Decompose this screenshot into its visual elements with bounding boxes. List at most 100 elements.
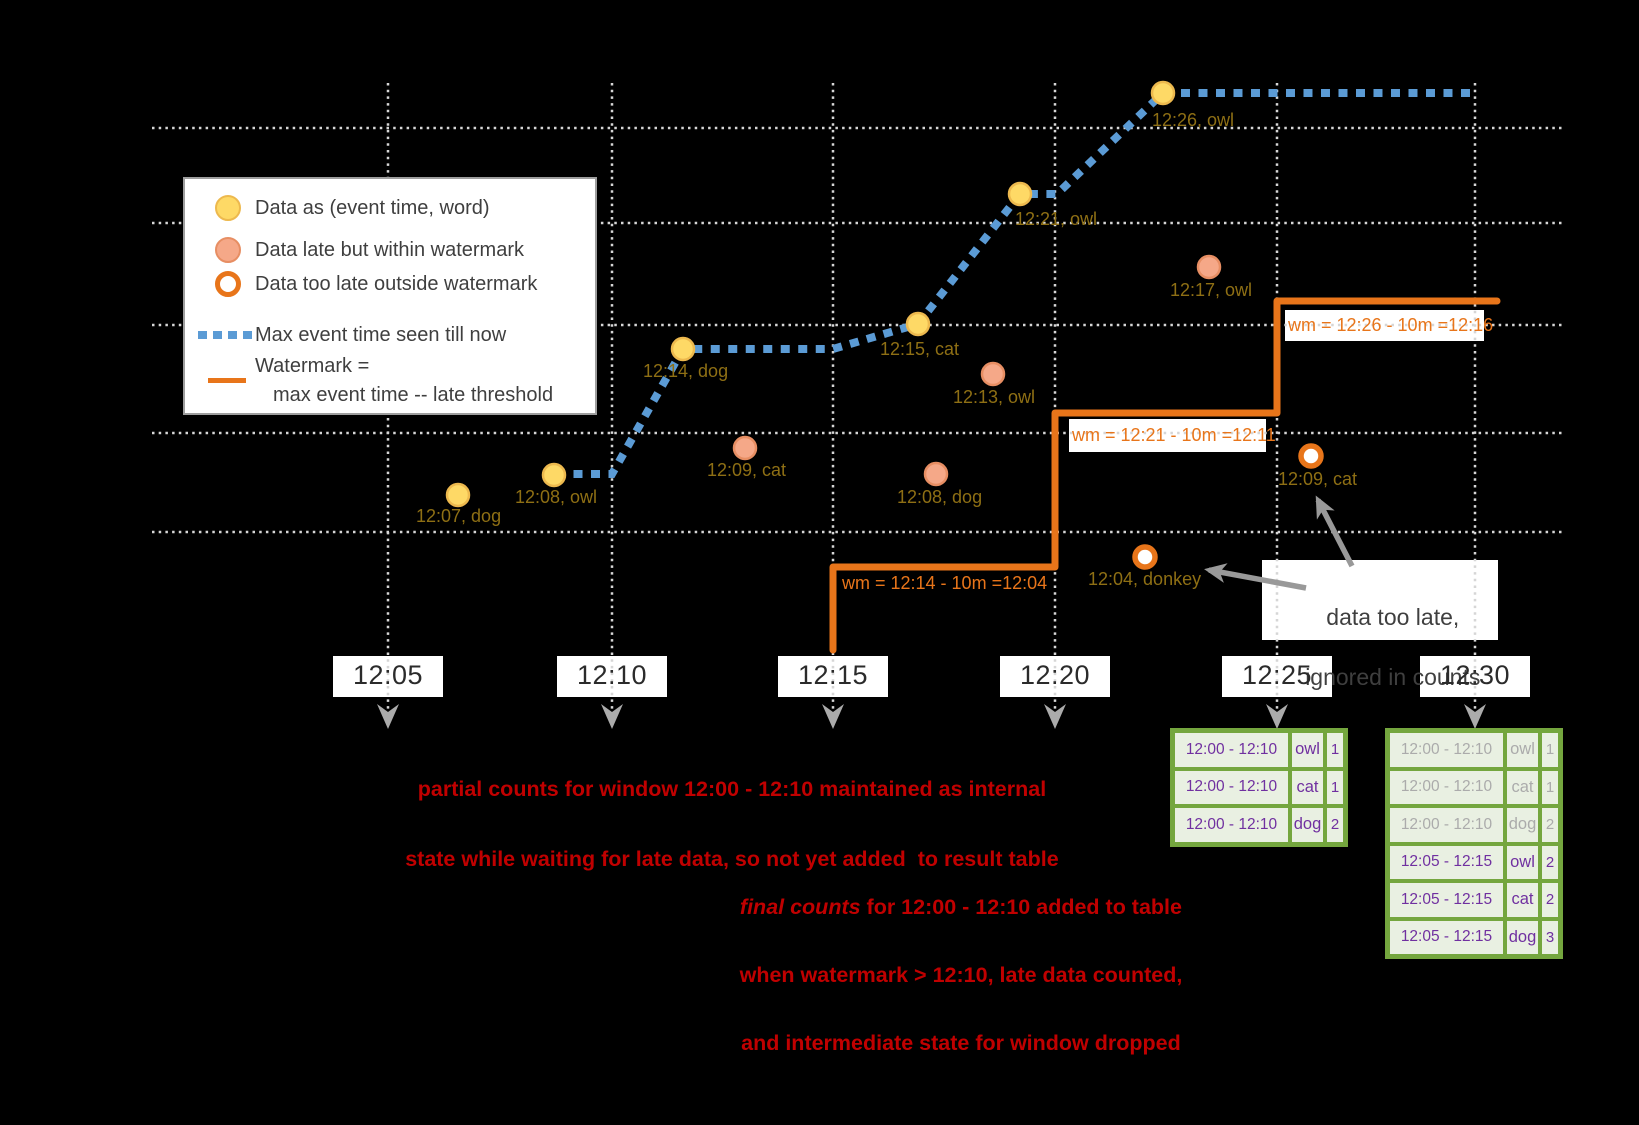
max-event-time-line: [556, 89, 1478, 478]
point-label: 12:08, dog: [897, 487, 983, 507]
watermark-line: [829, 297, 1501, 654]
point-label: 12:14, dog: [643, 361, 729, 381]
partial-counts-line1: partial counts for window 12:00 - 12:10 …: [417, 777, 1047, 801]
too-late-callout-line1: data too late,: [1326, 604, 1460, 630]
result-cell-window: 12:05 - 12:15: [1390, 920, 1503, 954]
point-label: 12:08, owl: [515, 487, 598, 507]
axis-arrow-icon: [1266, 704, 1288, 729]
time-label-box: [333, 656, 443, 697]
axis-arrow-icon: [377, 704, 399, 729]
legend-box: Data as (event time, word) Data late but…: [183, 177, 597, 415]
callout-arrow-icon: [1204, 563, 1307, 591]
time-label: 12:10: [576, 660, 648, 690]
result-cell-count: 1: [1542, 770, 1558, 804]
point-label: 12:17, owl: [1170, 280, 1253, 300]
too-late-callout-box: [1262, 560, 1498, 640]
data-point-ontime: [670, 336, 696, 362]
callout-arrow-icon: [1315, 495, 1355, 568]
data-point-ontime: [1150, 80, 1176, 106]
too-late-callout: data too late, ignored in counts: [1262, 572, 1498, 722]
final-counts-line3: and intermediate state for window droppe…: [741, 1031, 1181, 1055]
time-label-box: [557, 656, 667, 697]
partial-counts-annotation: partial counts for window 12:00 - 12:10 …: [310, 737, 1130, 912]
result-cell-word: owl: [1507, 845, 1538, 879]
result-cell-window: 12:05 - 12:15: [1390, 845, 1503, 879]
result-cell-count: 1: [1327, 770, 1343, 804]
watermark-line-icon: [208, 378, 246, 383]
data-point-late: [980, 361, 1006, 387]
final-counts-line2: when watermark > 12:10, late data counte…: [739, 963, 1183, 987]
point-label: 12:26, owl: [1152, 110, 1235, 130]
result-cell-word: dog: [1292, 808, 1323, 842]
watermark-label-box: [1069, 419, 1266, 452]
result-cell-window: 12:00 - 12:10: [1175, 808, 1288, 842]
partial-counts-line2: state while waiting for late data, so no…: [405, 847, 1059, 871]
legend-max-event-label: Max event time seen till now: [255, 324, 507, 346]
time-label-box: [1420, 656, 1530, 697]
result-cell-count: 2: [1542, 883, 1558, 917]
result-cell-word: cat: [1507, 770, 1538, 804]
point-label: 12:13, owl: [953, 387, 1036, 407]
final-counts-line1: for 12:00 - 12:10 added to table: [860, 895, 1182, 919]
data-point-too-late: [1298, 443, 1324, 469]
result-cell-window: 12:00 - 12:10: [1390, 770, 1503, 804]
result-cell-word: cat: [1292, 770, 1323, 804]
result-table-final: 12:00 - 12:10 owl 1 12:00 - 12:10 cat 1 12:00 …: [1385, 728, 1563, 959]
result-table-partial: 12:00 - 12:10 owl 1 12:00 - 12:10 cat 1 12:00 …: [1170, 728, 1348, 847]
data-point-too-late: [1132, 544, 1158, 570]
ontime-point-icon: [215, 195, 241, 221]
result-cell-window: 12:00 - 12:10: [1175, 733, 1288, 767]
time-label: 12:05: [352, 660, 424, 690]
result-cell-window: 12:00 - 12:10: [1390, 733, 1503, 767]
axis-arrow-icon: [1044, 704, 1066, 729]
toolate-point-icon: [215, 271, 241, 297]
result-cell-count: 2: [1542, 845, 1558, 879]
result-cell-word: owl: [1507, 733, 1538, 767]
legend-late-label: Data late but within watermark: [255, 239, 525, 261]
data-point-ontime: [445, 482, 471, 508]
time-label-box: [1000, 656, 1110, 697]
point-label: 12:07, dog: [416, 506, 502, 526]
result-cell-count: 2: [1327, 808, 1343, 842]
time-label-box: [778, 656, 888, 697]
point-label: 12:04, donkey: [1088, 569, 1202, 589]
time-label: 12:25: [1241, 660, 1313, 690]
result-cell-word: cat: [1507, 883, 1538, 917]
result-cell-count: 1: [1327, 733, 1343, 767]
axis-arrow-icon: [1464, 704, 1486, 729]
axis-arrow-icon: [822, 704, 844, 729]
time-label-box: [1222, 656, 1332, 697]
time-label: 12:15: [797, 660, 869, 690]
data-point-late: [732, 435, 758, 461]
final-counts-emphasis: final counts: [739, 895, 861, 919]
data-point-late: [1196, 254, 1222, 280]
data-point-ontime: [905, 311, 931, 337]
legend-watermark-label-2: max event time -- late threshold: [273, 384, 554, 406]
result-cell-window: 12:05 - 12:15: [1390, 883, 1503, 917]
legend-watermark-label-1: Watermark =: [255, 355, 370, 377]
result-cell-word: owl: [1292, 733, 1323, 767]
result-cell-count: 2: [1542, 808, 1558, 842]
watermark-label-3: wm = 12:26 - 10m =12:16: [1288, 315, 1494, 335]
result-cell-word: dog: [1507, 920, 1538, 954]
watermark-label-1: wm = 12:14 - 10m =12:04: [842, 573, 1048, 593]
result-cell-count: 1: [1542, 733, 1558, 767]
time-label: 12:20: [1019, 660, 1091, 690]
point-label: 12:21, owl: [1015, 209, 1098, 229]
legend-toolate-label: Data too late outside watermark: [255, 273, 538, 295]
point-label: 12:15, cat: [880, 339, 960, 359]
data-point-ontime: [541, 462, 567, 488]
data-point-late: [923, 461, 949, 487]
watermark-label-2: wm = 12:21 - 10m =12:11: [1072, 425, 1276, 445]
final-counts-annotation: final counts for 12:00 - 12:10 added to …: [549, 856, 1349, 1094]
result-cell-window: 12:00 - 12:10: [1175, 770, 1288, 804]
point-label: 12:09, cat: [707, 460, 787, 480]
time-label: 12:30: [1439, 660, 1511, 690]
legend-ontime-label: Data as (event time, word): [255, 197, 490, 219]
axis-arrow-icon: [601, 704, 623, 729]
late-point-icon: [215, 237, 241, 263]
too-late-callout-line2: ignored in counts: [1305, 664, 1481, 690]
result-cell-count: 3: [1542, 920, 1558, 954]
